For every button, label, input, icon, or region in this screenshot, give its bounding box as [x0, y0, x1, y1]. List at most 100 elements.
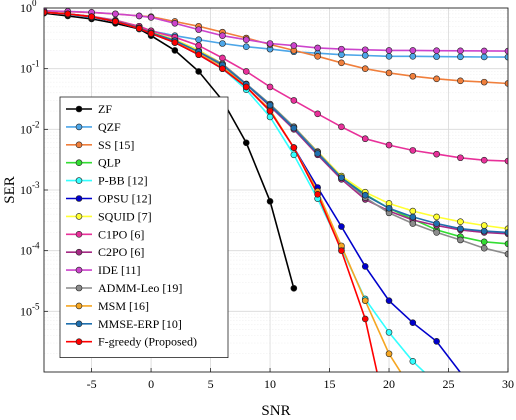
x-tick-label: 30	[502, 377, 514, 391]
series-point-3	[504, 240, 508, 248]
series-point-2	[409, 72, 417, 80]
series-point-12	[290, 124, 298, 132]
series-point-13	[361, 315, 369, 323]
legend-swatch-marker	[75, 284, 83, 292]
series-point-1	[433, 53, 440, 60]
series-point-9	[385, 47, 393, 54]
series-point-13	[171, 39, 179, 46]
series-point-7	[338, 123, 345, 131]
y-tick-label: 10-5	[20, 301, 40, 318]
legend-box	[59, 96, 229, 359]
series-point-9	[457, 47, 464, 55]
legend-entry-label: P-BB [12]	[98, 174, 148, 188]
series-line-9	[44, 10, 508, 52]
series-point-12	[504, 229, 508, 236]
legend-entry-label: QLP	[98, 156, 121, 170]
series-point-9	[171, 19, 179, 27]
series-point-0	[242, 139, 250, 147]
legend-entry-label: ZF	[98, 102, 112, 116]
series-point-2	[314, 52, 321, 60]
legend-entry-label: ADMM-Leo [19]	[98, 281, 182, 295]
series-point-2	[480, 78, 488, 86]
series-point-5	[409, 319, 417, 326]
legend: ZF QZF SS [15] QLP P-BB [12] OPSU [12] SQUID […	[59, 96, 229, 359]
y-axis-title: SER	[2, 176, 18, 204]
series-point-7	[219, 54, 226, 62]
x-tick-label: 25	[443, 377, 455, 391]
legend-swatch-marker	[75, 123, 83, 131]
series-point-12	[338, 174, 345, 181]
y-tick-label: 10-2	[20, 119, 40, 136]
series-point-9	[338, 45, 345, 53]
series-point-7	[385, 141, 393, 149]
legend-entry-label: MSM [16]	[98, 299, 149, 313]
series-point-1	[242, 43, 250, 51]
legend-swatch-marker	[75, 266, 83, 274]
y-tick-label: 100	[20, 0, 37, 15]
legend-entry-label: OPSU [12]	[98, 192, 152, 206]
series-point-4	[290, 151, 298, 159]
series-point-7	[266, 83, 274, 91]
series-point-7	[480, 156, 488, 164]
series-point-12	[480, 227, 488, 235]
series-point-13	[338, 247, 345, 254]
series-point-12	[409, 213, 417, 221]
series-point-9	[147, 14, 155, 21]
x-tick-label: 20	[383, 377, 395, 391]
series-point-9	[242, 36, 250, 44]
legend-swatch-marker	[75, 213, 83, 220]
series-point-1	[361, 52, 369, 59]
series-point-7	[361, 135, 369, 143]
series-point-0	[195, 68, 202, 75]
y-tick-label: 10-1	[20, 59, 40, 76]
series-point-5	[433, 338, 440, 345]
legend-entry-label: C1PO [6]	[98, 227, 144, 241]
series-point-1	[480, 53, 488, 61]
series-point-9	[504, 47, 508, 55]
series-point-12	[361, 191, 369, 199]
series-point-10	[409, 220, 417, 227]
series-point-1	[409, 52, 417, 60]
series-point-10	[504, 250, 508, 258]
legend-swatch-marker	[75, 338, 83, 346]
series-point-2	[457, 77, 464, 85]
series-point-1	[195, 36, 202, 44]
series-point-9	[135, 12, 143, 20]
series-line-0	[44, 12, 295, 289]
series-point-9	[219, 32, 226, 39]
x-tick-label: 10	[264, 377, 276, 391]
series-point-9	[480, 47, 488, 55]
series-point-7	[195, 42, 202, 49]
series-point-10	[457, 236, 464, 244]
series-point-13	[195, 51, 202, 58]
legend-entry-label: SS [15]	[98, 138, 134, 152]
series-point-5	[385, 297, 393, 304]
series-point-13	[64, 10, 72, 18]
series-point-7	[314, 110, 321, 118]
series-point-7	[409, 147, 417, 154]
series-point-12	[314, 150, 321, 157]
series-point-12	[385, 204, 393, 212]
x-tick-label: -5	[87, 377, 97, 391]
series-point-11	[385, 350, 393, 358]
series-point-1	[457, 53, 464, 61]
series-point-13	[44, 8, 48, 16]
series-point-13	[112, 18, 119, 25]
series-point-13	[290, 144, 298, 151]
series-point-9	[314, 44, 321, 52]
series-point-7	[457, 154, 464, 162]
series-point-0	[290, 284, 298, 292]
series-point-1	[338, 51, 345, 58]
series-point-3	[480, 238, 488, 246]
legend-swatch-marker	[75, 248, 83, 256]
legend-entry-label: F-greedy (Proposed)	[98, 335, 197, 349]
y-tick-label: 10-4	[20, 241, 40, 258]
series-point-13	[314, 190, 321, 198]
x-tick-label: 5	[208, 377, 214, 391]
series-point-9	[112, 10, 119, 18]
series-point-6	[480, 222, 488, 229]
series-point-13	[266, 107, 274, 115]
x-tick-label: 0	[148, 377, 154, 391]
axis-ticks: -5 0 5 10 15 20 25 30 100 10-1 10-2 10-3 10-4 10-5	[20, 0, 514, 391]
series-point-1	[385, 52, 393, 60]
